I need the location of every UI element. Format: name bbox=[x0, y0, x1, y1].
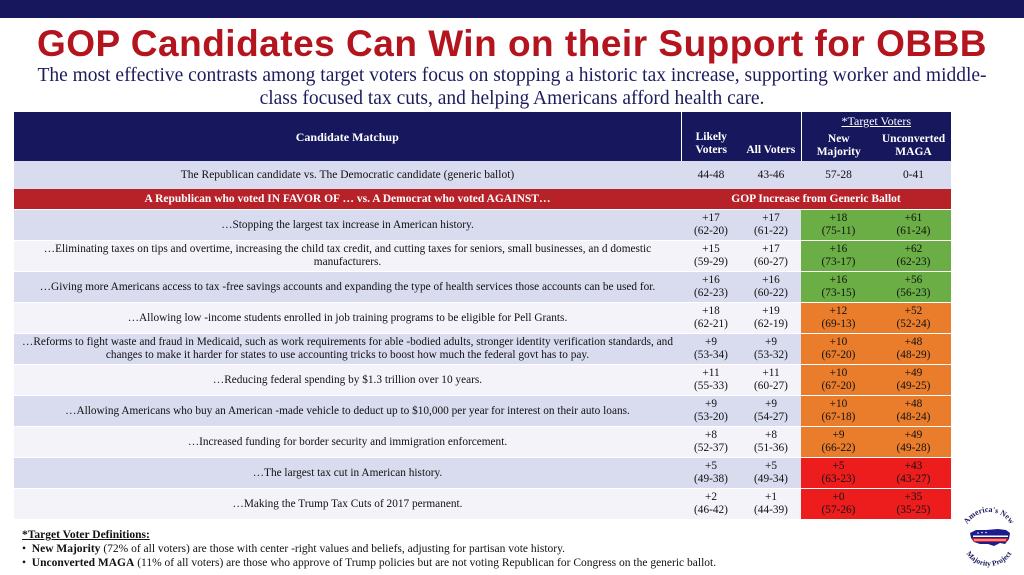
row-label: …Reducing federal spending by $1.3 trill… bbox=[14, 364, 681, 396]
row-label: …Reforms to fight waste and fraud in Med… bbox=[14, 333, 681, 365]
table-row: …The largest tax cut in American history… bbox=[14, 457, 951, 489]
new-majority-cell: +5 (63-23) bbox=[801, 457, 876, 489]
generic-all: 43-46 bbox=[741, 161, 801, 189]
new-majority-cell: +16 (73-17) bbox=[801, 240, 876, 272]
all-cell: +11 (60-27) bbox=[741, 364, 801, 396]
all-cell: +9 (53-32) bbox=[741, 333, 801, 365]
unconverted-cell: +56 (56-23) bbox=[876, 271, 951, 303]
likely-cell: +5 (49-38) bbox=[681, 457, 741, 489]
table-row: …Allowing Americans who buy an American … bbox=[14, 395, 951, 427]
header-unconverted-maga: Unconverted MAGA bbox=[876, 130, 951, 161]
unconverted-cell: +48 (48-24) bbox=[876, 395, 951, 427]
unconverted-cell: +43 (43-27) bbox=[876, 457, 951, 489]
section-header-row: A Republican who voted IN FAVOR OF … vs.… bbox=[14, 189, 951, 210]
svg-text:Majority Project: Majority Project bbox=[965, 549, 1014, 568]
us-map-icon bbox=[970, 529, 1010, 546]
row-label: …Eliminating taxes on tips and overtime,… bbox=[14, 240, 681, 272]
unconverted-cell: +62 (62-23) bbox=[876, 240, 951, 272]
definition-unconverted-maga: • Unconverted MAGA (11% of all voters) a… bbox=[22, 557, 717, 569]
table-row: …Reducing federal spending by $1.3 trill… bbox=[14, 364, 951, 396]
row-label: …Increased funding for border security a… bbox=[14, 426, 681, 458]
new-majority-cell: +18 (75-11) bbox=[801, 209, 876, 241]
generic-new-majority: 57-28 bbox=[801, 161, 876, 189]
header-likely-voters: Likely Voters bbox=[681, 112, 741, 161]
definitions-title: *Target Voter Definitions: bbox=[22, 529, 150, 541]
section-label: A Republican who voted IN FAVOR OF … vs.… bbox=[14, 189, 681, 210]
unconverted-cell: +49 (49-28) bbox=[876, 426, 951, 458]
unconverted-cell: +61 (61-24) bbox=[876, 209, 951, 241]
new-majority-cell: +10 (67-18) bbox=[801, 395, 876, 427]
likely-cell: +16 (62-23) bbox=[681, 271, 741, 303]
new-majority-cell: +0 (57-26) bbox=[801, 488, 876, 519]
section-gop-increase: GOP Increase from Generic Ballot bbox=[681, 189, 951, 210]
likely-cell: +9 (53-34) bbox=[681, 333, 741, 365]
generic-ballot-label: The Republican candidate vs. The Democra… bbox=[14, 161, 681, 189]
unconverted-cell: +52 (52-24) bbox=[876, 302, 951, 334]
header-candidate-matchup: Candidate Matchup bbox=[14, 112, 682, 161]
top-navy-bar bbox=[0, 0, 1024, 18]
table-row: …Making the Trump Tax Cuts of 2017 perma… bbox=[14, 488, 951, 519]
table-row: …Giving more Americans access to tax -fr… bbox=[14, 271, 951, 303]
likely-cell: +2 (46-42) bbox=[681, 488, 741, 519]
target-voter-definitions: *Target Voter Definitions: • New Majorit… bbox=[22, 528, 942, 570]
all-cell: +17 (61-22) bbox=[741, 209, 801, 241]
all-cell: +9 (54-27) bbox=[741, 395, 801, 427]
table-row: …Increased funding for border security a… bbox=[14, 426, 951, 458]
new-majority-cell: +10 (67-20) bbox=[801, 364, 876, 396]
table-row: …Stopping the largest tax increase in Am… bbox=[14, 209, 951, 241]
likely-cell: +8 (52-37) bbox=[681, 426, 741, 458]
page-subtitle: The most effective contrasts among targe… bbox=[37, 65, 987, 109]
row-label: …The largest tax cut in American history… bbox=[14, 457, 681, 489]
new-majority-cell: +10 (67-20) bbox=[801, 333, 876, 365]
all-cell: +8 (51-36) bbox=[741, 426, 801, 458]
likely-cell: +17 (62-20) bbox=[681, 209, 741, 241]
generic-likely: 44-48 bbox=[681, 161, 741, 189]
unconverted-cell: +48 (48-29) bbox=[876, 333, 951, 365]
all-cell: +1 (44-39) bbox=[741, 488, 801, 519]
definition-new-majority: • New Majority (72% of all voters) are t… bbox=[22, 543, 565, 555]
new-majority-cell: +16 (73-15) bbox=[801, 271, 876, 303]
row-label: …Making the Trump Tax Cuts of 2017 perma… bbox=[14, 488, 681, 519]
unconverted-cell: +49 (49-25) bbox=[876, 364, 951, 396]
header-new-majority: New Majority bbox=[801, 130, 876, 161]
new-majority-cell: +9 (66-22) bbox=[801, 426, 876, 458]
all-cell: +19 (62-19) bbox=[741, 302, 801, 334]
table-row: …Reforms to fight waste and fraud in Med… bbox=[14, 333, 951, 365]
americas-new-majority-project-logo: America's New Majority Project bbox=[962, 505, 1017, 568]
header-target-voters: *Target Voters bbox=[801, 112, 951, 130]
likely-cell: +18 (62-21) bbox=[681, 302, 741, 334]
row-label: …Stopping the largest tax increase in Am… bbox=[14, 209, 681, 241]
likely-cell: +15 (59-29) bbox=[681, 240, 741, 272]
logo-text-top: America's New bbox=[962, 505, 1017, 526]
generic-ballot-row: The Republican candidate vs. The Democra… bbox=[14, 161, 951, 189]
all-cell: +16 (60-22) bbox=[741, 271, 801, 303]
results-table: Candidate Matchup Likely Voters All Vote… bbox=[14, 112, 951, 519]
likely-cell: +11 (55-33) bbox=[681, 364, 741, 396]
table-row: …Allowing low -income students enrolled … bbox=[14, 302, 951, 334]
row-label: …Allowing Americans who buy an American … bbox=[14, 395, 681, 427]
svg-text:America's New: America's New bbox=[962, 505, 1017, 526]
likely-cell: +9 (53-20) bbox=[681, 395, 741, 427]
new-majority-cell: +12 (69-13) bbox=[801, 302, 876, 334]
all-cell: +5 (49-34) bbox=[741, 457, 801, 489]
logo-text-bottom: Majority Project bbox=[965, 549, 1014, 568]
page-title: GOP Candidates Can Win on their Support … bbox=[36, 23, 988, 64]
unconverted-cell: +35 (35-25) bbox=[876, 488, 951, 519]
row-label: …Allowing low -income students enrolled … bbox=[14, 302, 681, 334]
header-all-voters: All Voters bbox=[741, 112, 802, 161]
generic-unconverted: 0-41 bbox=[876, 161, 951, 189]
row-label: …Giving more Americans access to tax -fr… bbox=[14, 271, 681, 303]
all-cell: +17 (60-27) bbox=[741, 240, 801, 272]
table-row: …Eliminating taxes on tips and overtime,… bbox=[14, 240, 951, 272]
